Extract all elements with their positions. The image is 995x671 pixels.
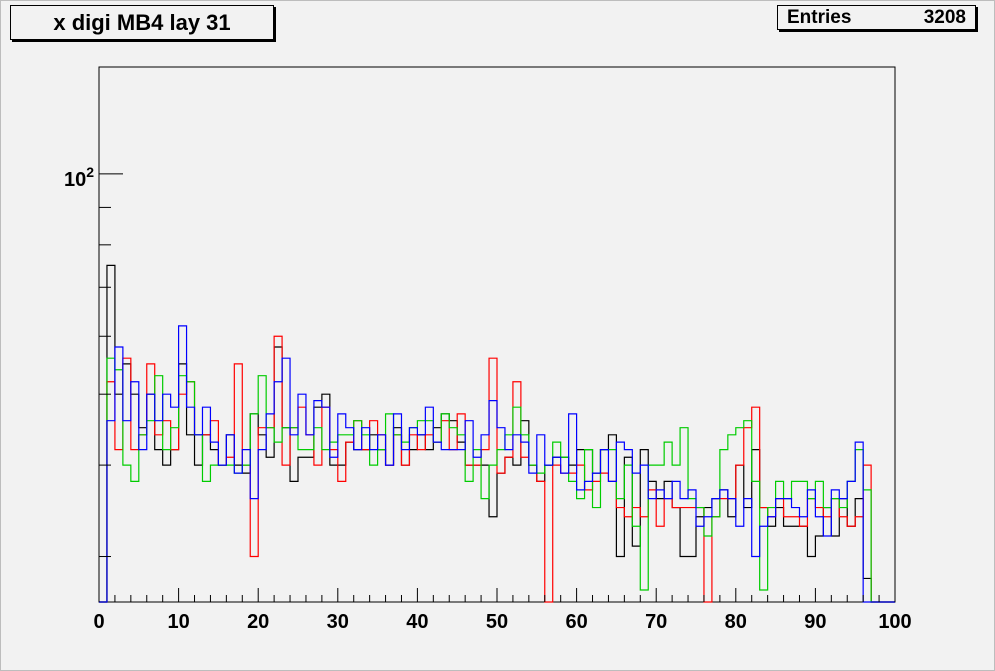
x-tick-label: 20: [247, 611, 269, 633]
x-tick-label: 10: [167, 611, 189, 633]
stats-entries-value: 3208: [923, 7, 966, 28]
x-tick-label: 60: [565, 611, 587, 633]
y-axis: 102: [64, 164, 123, 558]
x-axis: 0 10 20 30 40 50 60 70 80 90 100: [93, 588, 912, 633]
x-tick-label: 100: [878, 611, 911, 633]
series-line-4: [99, 325, 895, 603]
x-tick-label: 50: [486, 611, 508, 633]
x-tick-label: 70: [645, 611, 667, 633]
x-tick-label: 40: [406, 611, 428, 633]
series-line-2: [99, 335, 895, 603]
x-tick-label: 30: [327, 611, 349, 633]
stats-box: Entries 3208: [777, 5, 976, 30]
y-tick-label: 102: [64, 164, 94, 191]
series-layer: [99, 264, 895, 603]
x-tick-label: 90: [804, 611, 826, 633]
x-tick-label: 80: [725, 611, 747, 633]
x-tick-label: 0: [93, 611, 104, 633]
stats-entries-label: Entries: [787, 7, 852, 28]
histogram-title: x digi MB4 lay 31: [10, 5, 274, 40]
histogram-title-text: x digi MB4 lay 31: [53, 10, 231, 35]
